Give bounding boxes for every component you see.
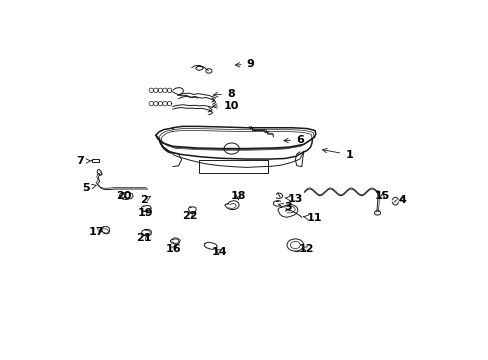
Text: 20: 20 — [116, 191, 131, 201]
Text: 17: 17 — [88, 227, 103, 237]
Text: 7: 7 — [76, 156, 90, 166]
Text: 14: 14 — [211, 247, 227, 257]
Text: 4: 4 — [397, 195, 406, 205]
Text: 15: 15 — [374, 191, 389, 201]
Text: 3: 3 — [278, 202, 292, 212]
Text: 19: 19 — [137, 208, 153, 218]
Text: 10: 10 — [212, 100, 238, 111]
Text: 5: 5 — [82, 183, 96, 193]
Text: 6: 6 — [284, 135, 303, 145]
Text: 11: 11 — [303, 213, 322, 224]
Text: 22: 22 — [182, 211, 197, 221]
Text: 1: 1 — [322, 148, 352, 159]
Text: 2: 2 — [140, 195, 150, 205]
Text: 9: 9 — [235, 59, 254, 69]
Text: 21: 21 — [136, 233, 151, 243]
Text: 16: 16 — [165, 244, 181, 254]
Text: 12: 12 — [298, 244, 314, 254]
Text: 8: 8 — [213, 89, 234, 99]
Text: 13: 13 — [285, 194, 303, 204]
Text: 18: 18 — [230, 191, 246, 201]
